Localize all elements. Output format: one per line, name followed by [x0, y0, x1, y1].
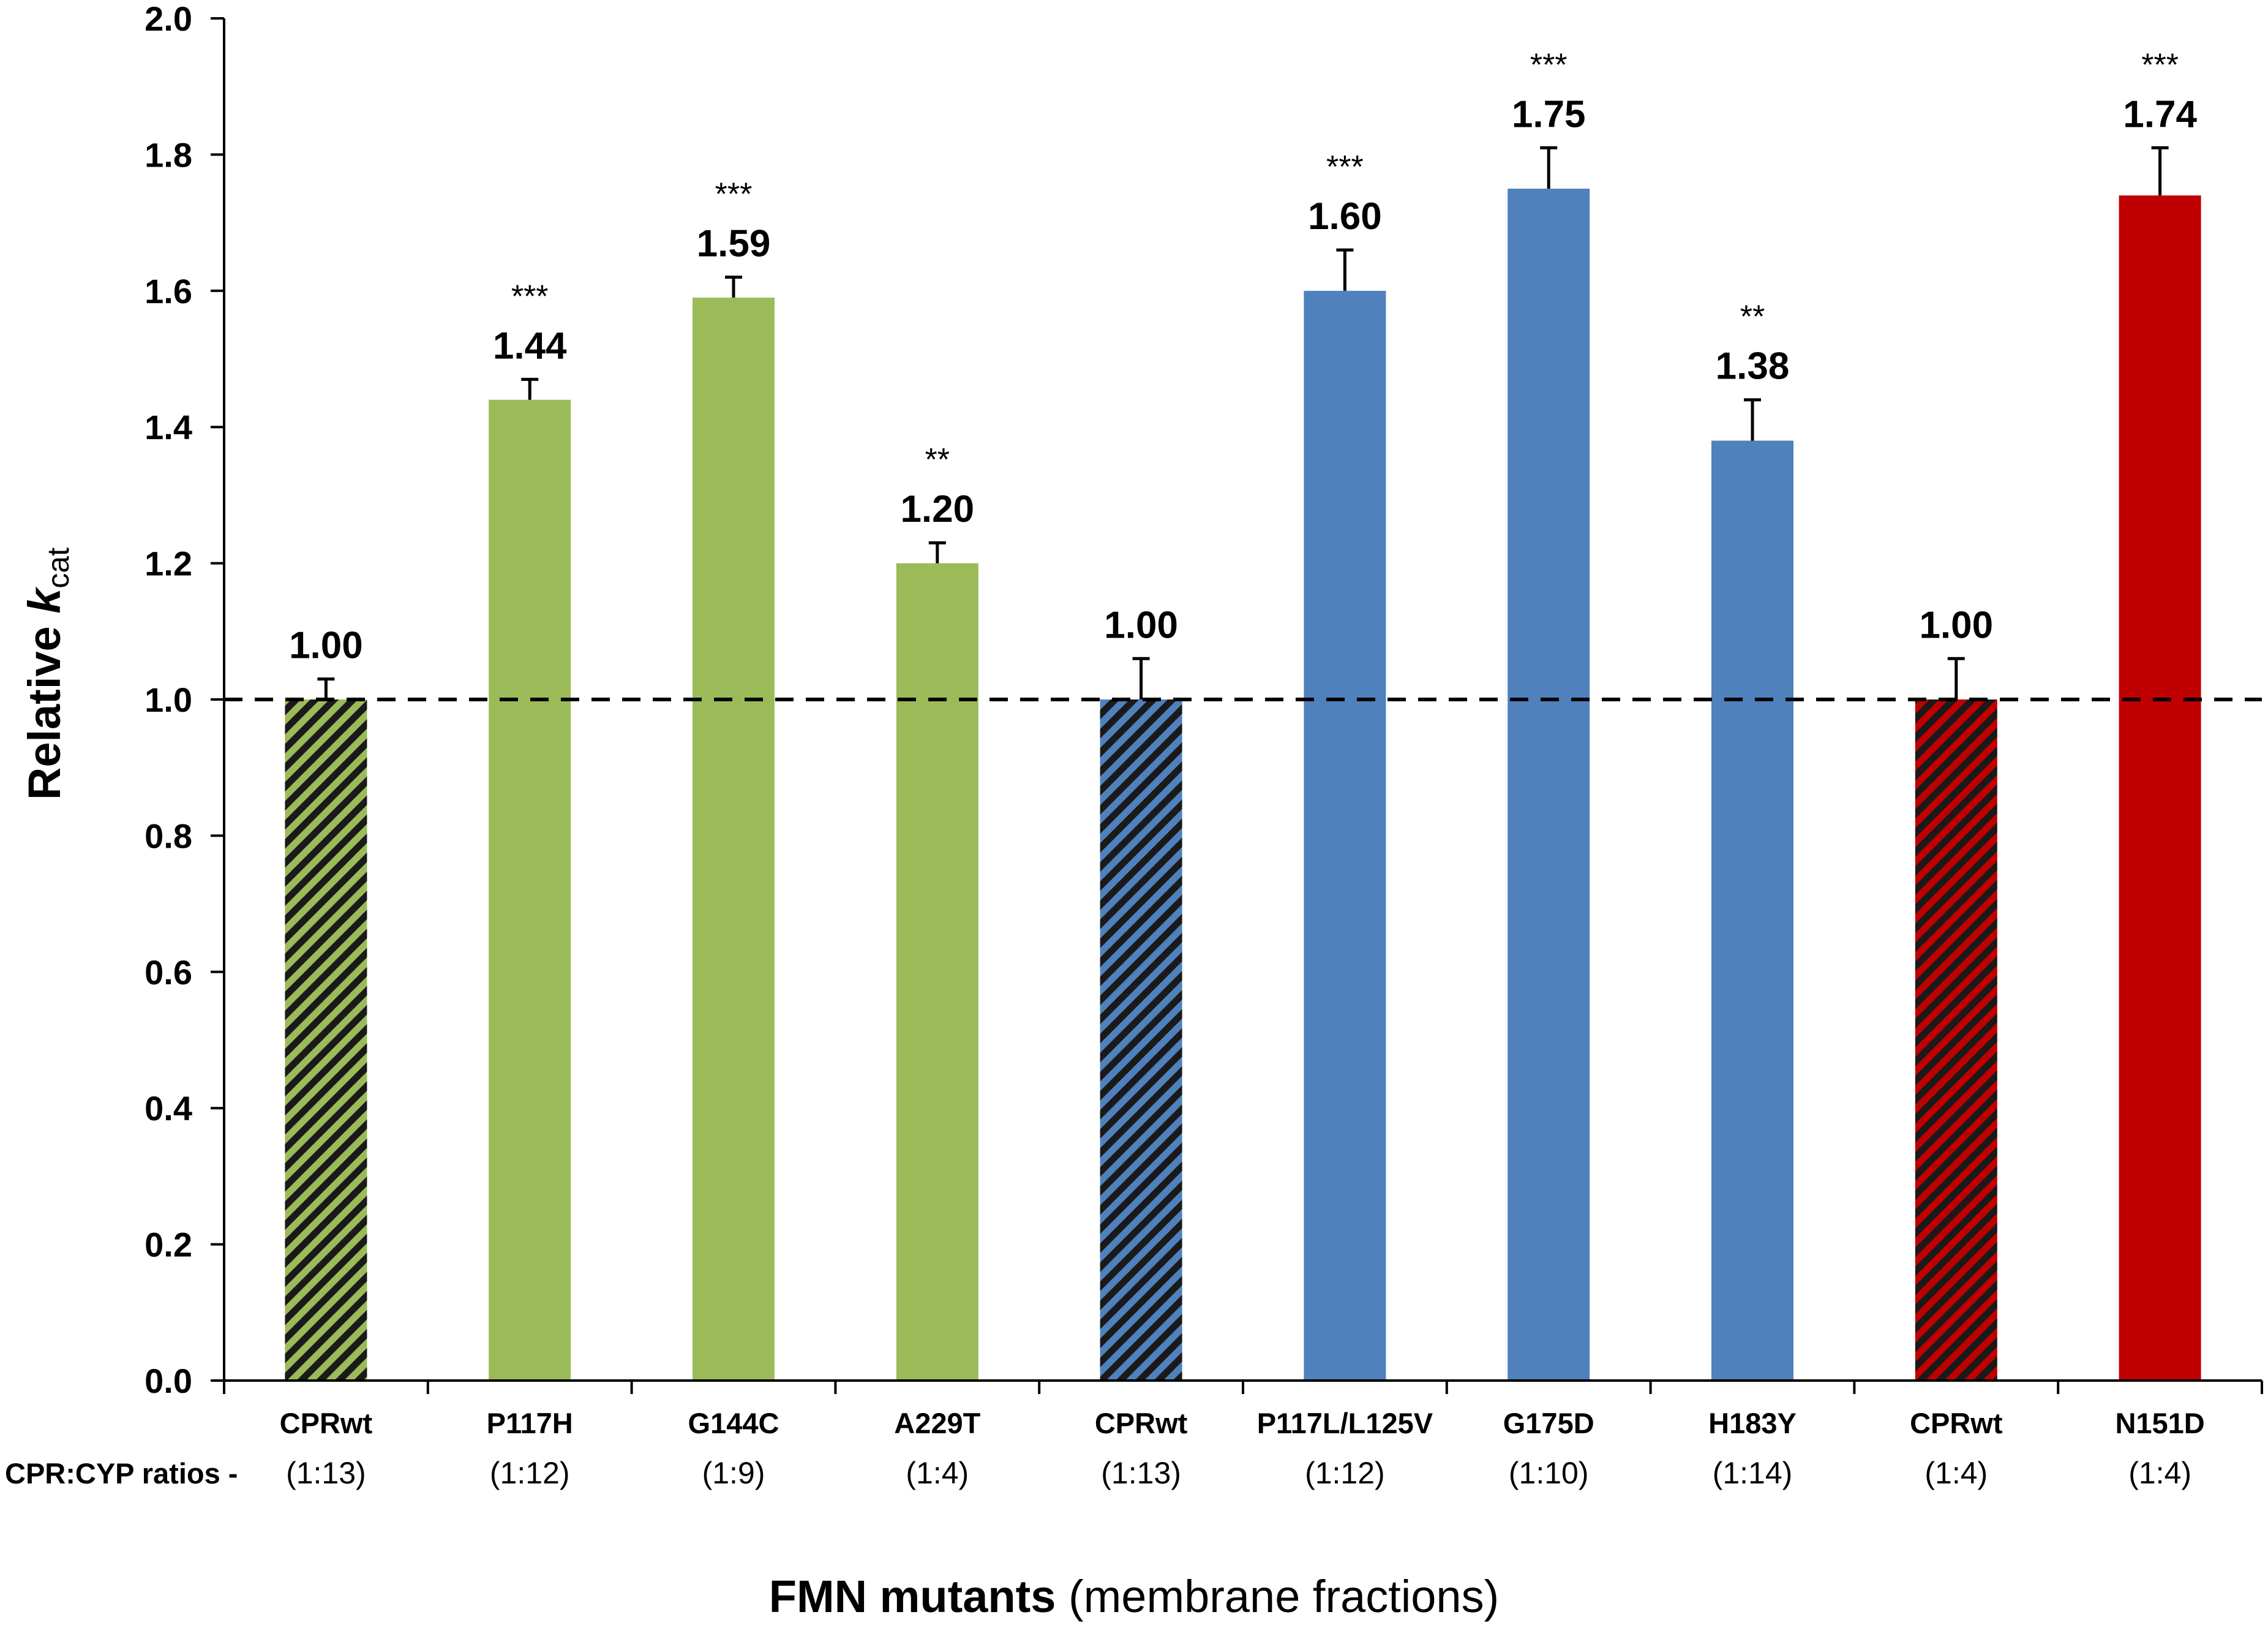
- ratio-label: (1:12): [490, 1456, 570, 1490]
- y-tick-label: 0.4: [145, 1089, 192, 1128]
- category-label: G144C: [688, 1407, 779, 1439]
- y-tick-label: 0.0: [145, 1362, 192, 1400]
- y-tick-label: 1.4: [145, 408, 192, 447]
- y-tick-label: 0.2: [145, 1226, 192, 1264]
- error-bars: [317, 146, 2169, 699]
- ratio-label: (1:4): [906, 1456, 969, 1490]
- significance-labels: *******************: [511, 47, 2179, 478]
- ratio-label: (1:10): [1509, 1456, 1589, 1490]
- x-axis-ticks: [223, 1381, 2263, 1394]
- category-label: P117L/L125V: [1257, 1407, 1433, 1439]
- bar: [2119, 195, 2201, 1381]
- category-labels: CPRwt P117H G144C A229T CPRwt P117L/L125V G175…: [280, 1407, 2205, 1439]
- value-label: 1.74: [2123, 93, 2197, 135]
- y-tick-label: 0.6: [145, 953, 192, 992]
- bar: [896, 563, 978, 1381]
- bar: [285, 699, 367, 1381]
- significance-label: **: [1740, 300, 1765, 335]
- x-axis-label-bold: FMN mutants: [769, 1571, 1056, 1622]
- significance-label: **: [925, 442, 950, 478]
- category-label: H183Y: [1708, 1407, 1797, 1439]
- category-label: CPRwt: [1910, 1407, 2003, 1439]
- x-axis-label: FMN mutants (membrane fractions): [769, 1571, 1499, 1622]
- significance-label: ***: [1326, 149, 1364, 185]
- category-label: N151D: [2115, 1407, 2204, 1439]
- bar: [1711, 440, 1793, 1381]
- y-tick-label: 0.8: [145, 816, 192, 855]
- ratio-label: (1:13): [1101, 1456, 1181, 1490]
- value-label: 1.00: [1104, 604, 1178, 646]
- y-axis-ticks: 0.0 0.2 0.4 0.6 0.8 1.0 1.2 1.4 1.6 1.8 2.0: [145, 0, 224, 1400]
- value-label: 1.44: [493, 325, 567, 367]
- y-axis-label-k: k: [19, 586, 70, 614]
- value-label: 1.20: [900, 488, 974, 530]
- ratio-label: (1:9): [702, 1456, 765, 1490]
- significance-label: ***: [715, 177, 753, 213]
- ratio-label: (1:4): [2128, 1456, 2191, 1490]
- y-axis-label-sub: cat: [41, 548, 75, 589]
- y-tick-label: 1.0: [145, 680, 192, 719]
- category-label: A229T: [894, 1407, 980, 1439]
- y-tick-label: 2.0: [145, 0, 192, 38]
- category-label: P117H: [487, 1407, 573, 1439]
- value-label: 1.60: [1308, 195, 1382, 238]
- category-label: CPRwt: [280, 1407, 373, 1439]
- bar: [1508, 189, 1590, 1381]
- value-label: 1.75: [1512, 93, 1586, 135]
- y-tick-label: 1.8: [145, 135, 192, 174]
- bar: [1304, 290, 1386, 1381]
- value-label: 1.38: [1716, 345, 1790, 388]
- bar: [489, 399, 571, 1381]
- value-label: 1.59: [697, 223, 771, 265]
- significance-label: ***: [1530, 47, 1568, 83]
- ratio-label: (1:4): [1924, 1456, 1988, 1490]
- ratio-row-label: CPR:CYP ratios -: [5, 1457, 238, 1490]
- value-label: 1.00: [289, 625, 363, 667]
- category-label: G175D: [1503, 1407, 1594, 1439]
- y-tick-label: 1.6: [145, 272, 192, 311]
- bar: [1100, 699, 1182, 1381]
- y-axis-label: Relative kcat: [19, 548, 75, 800]
- ratio-labels: (1:13) (1:12) (1:9) (1:4) (1:13) (1:12) (1:10)…: [286, 1456, 2191, 1490]
- bars: [285, 189, 2201, 1381]
- bar: [1915, 699, 1997, 1381]
- category-label: CPRwt: [1095, 1407, 1188, 1439]
- value-label: 1.00: [1919, 604, 1993, 646]
- ratio-label: (1:13): [286, 1456, 366, 1490]
- y-axis-label-prefix: Relative: [19, 614, 70, 800]
- value-labels: 1.00 1.44 1.59 1.20 1.00 1.60 1.75 1.38 1.00 1.74: [289, 93, 2197, 666]
- significance-label: ***: [2141, 47, 2179, 83]
- bar: [693, 297, 775, 1381]
- y-tick-label: 1.2: [145, 545, 192, 583]
- x-axis-label-normal: (membrane fractions): [1056, 1571, 1499, 1622]
- ratio-label: (1:14): [1713, 1456, 1793, 1490]
- ratio-label: (1:12): [1305, 1456, 1385, 1490]
- significance-label: ***: [511, 279, 549, 314]
